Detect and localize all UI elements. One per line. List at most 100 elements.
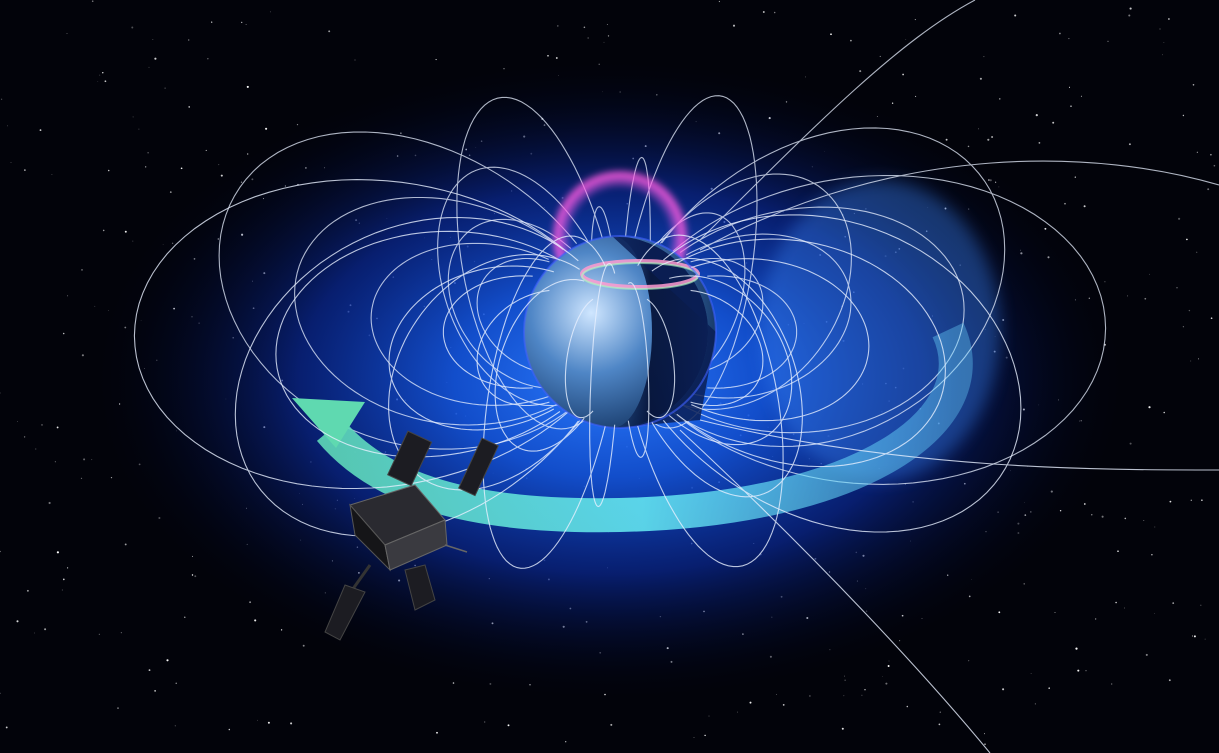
star xyxy=(1107,40,1109,42)
star xyxy=(1068,86,1071,88)
star xyxy=(1117,550,1119,553)
earth-rim xyxy=(523,235,717,429)
star xyxy=(35,448,37,450)
field-line xyxy=(476,257,550,375)
star xyxy=(1204,638,1206,640)
star xyxy=(0,98,3,100)
star xyxy=(841,727,844,730)
star xyxy=(1074,176,1076,178)
star xyxy=(1115,601,1117,604)
field-line xyxy=(564,298,594,419)
star xyxy=(354,59,356,61)
star xyxy=(983,56,985,58)
star xyxy=(154,690,156,692)
star xyxy=(762,11,765,13)
star xyxy=(1085,670,1087,672)
star xyxy=(175,682,177,684)
star xyxy=(1200,604,1202,606)
star xyxy=(152,39,154,40)
star xyxy=(164,87,166,89)
field-line xyxy=(275,230,561,458)
star xyxy=(41,424,43,426)
star xyxy=(606,24,608,25)
star xyxy=(999,98,1001,100)
star xyxy=(1035,114,1038,117)
star xyxy=(1172,602,1175,604)
star xyxy=(906,705,909,708)
star xyxy=(0,550,1,553)
star xyxy=(1048,687,1050,689)
star xyxy=(98,633,100,635)
star xyxy=(241,21,243,24)
star xyxy=(1038,142,1041,144)
field-line xyxy=(370,242,549,406)
star xyxy=(48,501,51,505)
star xyxy=(188,106,190,108)
star xyxy=(1190,360,1192,362)
star xyxy=(732,24,736,27)
panel xyxy=(387,430,433,487)
field-line xyxy=(646,298,676,419)
satellite-upper-panel xyxy=(387,430,499,497)
star xyxy=(166,659,169,662)
star xyxy=(583,26,586,29)
star xyxy=(290,722,293,725)
star xyxy=(1210,153,1212,156)
star xyxy=(1176,287,1178,289)
star xyxy=(1186,238,1188,241)
star xyxy=(830,33,832,36)
star xyxy=(902,73,904,76)
star xyxy=(556,25,559,27)
star xyxy=(1163,42,1165,43)
star xyxy=(154,57,157,60)
star xyxy=(1207,188,1210,191)
star xyxy=(10,162,12,163)
star xyxy=(104,80,107,83)
star xyxy=(1193,635,1196,638)
star xyxy=(67,567,69,569)
field-line xyxy=(685,233,852,399)
star xyxy=(54,461,56,463)
star xyxy=(1196,151,1198,153)
star xyxy=(0,692,1,694)
star xyxy=(718,0,721,3)
star xyxy=(44,628,47,631)
star xyxy=(62,578,65,581)
star xyxy=(1030,673,1032,674)
star xyxy=(1182,326,1185,328)
star xyxy=(1052,121,1055,124)
star xyxy=(1111,683,1113,685)
star xyxy=(174,725,176,727)
radiation-belt-arrow xyxy=(316,322,973,533)
star xyxy=(1145,653,1148,656)
field-line xyxy=(637,234,784,568)
star xyxy=(1128,143,1131,146)
star xyxy=(905,39,907,40)
star xyxy=(1178,217,1181,220)
star xyxy=(269,11,271,13)
star xyxy=(1075,647,1078,650)
star xyxy=(148,66,150,68)
star xyxy=(23,436,26,438)
star xyxy=(1002,688,1005,691)
star xyxy=(1054,612,1056,613)
field-line xyxy=(388,265,555,431)
star xyxy=(1014,14,1017,17)
field-line-open xyxy=(699,419,1219,471)
star xyxy=(1034,703,1037,705)
star xyxy=(26,589,29,592)
star xyxy=(1190,499,1192,501)
star xyxy=(1210,317,1213,320)
field-line xyxy=(634,95,758,429)
field-line xyxy=(627,282,650,458)
field-line xyxy=(388,254,581,491)
star xyxy=(257,719,258,721)
star xyxy=(1168,679,1171,682)
star xyxy=(16,620,19,623)
star xyxy=(328,30,331,33)
star xyxy=(148,669,151,672)
antenna xyxy=(444,544,468,553)
star xyxy=(61,589,63,591)
